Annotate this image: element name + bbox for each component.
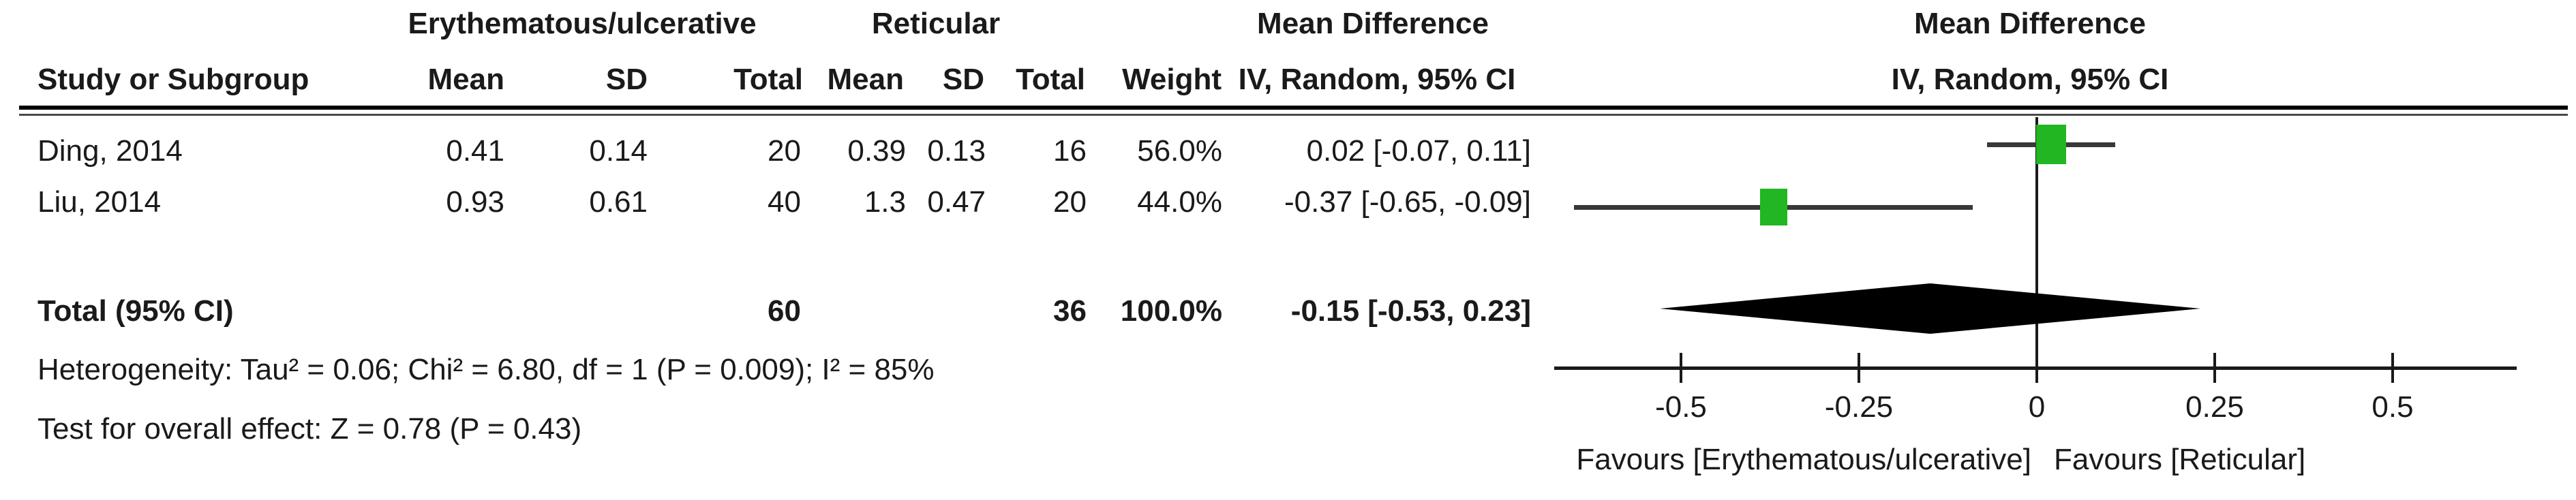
effect-square	[1759, 189, 1787, 225]
total2-value: 16	[1053, 134, 1087, 168]
sd2-value: 0.13	[927, 134, 986, 168]
col-header-sd1: SD	[605, 63, 648, 96]
pooled-effect-diamond	[1659, 283, 2201, 334]
ci-text-subheader: IV, Random, 95% CI	[1238, 63, 1516, 96]
axis-tick	[2035, 353, 2038, 383]
total1-value: 20	[768, 134, 801, 168]
axis-tick-label: 0	[2028, 390, 2046, 424]
total-weight-value: 100.0%	[1120, 294, 1222, 328]
total-label: Total (95% CI)	[37, 294, 234, 328]
md-text-column-header: Mean Difference	[1257, 7, 1489, 40]
overall-effect-line: Test for overall effect: Z = 0.78 (P = 0…	[37, 412, 582, 446]
md-plot-column-header: Mean Difference	[1914, 7, 2146, 40]
col-header-mean1: Mean	[427, 63, 504, 96]
axis-tick-label: -0.5	[1655, 390, 1707, 424]
group2-header: Reticular	[871, 7, 1001, 40]
axis-tick-label: 0.25	[2185, 390, 2244, 424]
ci-plot-subheader: IV, Random, 95% CI	[1891, 63, 2169, 96]
study-label: Ding, 2014	[37, 134, 183, 168]
col-header-weight: Weight	[1122, 63, 1222, 96]
total2-value: 20	[1053, 185, 1087, 219]
group1-header: Erythematous/ulcerative	[408, 7, 757, 40]
heterogeneity-line: Heterogeneity: Tau² = 0.06; Chi² = 6.80,…	[37, 353, 935, 386]
total-total1-value: 60	[768, 294, 801, 328]
sd1-value: 0.14	[589, 134, 648, 168]
zero-reference-line	[2035, 117, 2038, 369]
total-total2-value: 36	[1053, 294, 1087, 328]
col-header-total2: Total	[1016, 63, 1085, 96]
header-rule-top	[19, 106, 2568, 110]
mean2-value: 1.3	[864, 185, 906, 219]
total1-value: 40	[768, 185, 801, 219]
axis-tick	[1858, 353, 1860, 383]
axis-tick	[1680, 353, 1682, 383]
col-header-mean2: Mean	[827, 63, 904, 96]
axis-tick	[2213, 353, 2216, 383]
sd1-value: 0.61	[589, 185, 648, 219]
ci-text: -0.37 [-0.65, -0.09]	[1284, 185, 1531, 219]
col-header-total1: Total	[733, 63, 803, 96]
col-header-sd2: SD	[942, 63, 984, 96]
header-rule-bottom	[19, 114, 2568, 116]
favours-left-label: Favours [Erythematous/ulcerative]	[1576, 443, 2031, 476]
weight-value: 44.0%	[1137, 185, 1222, 219]
col-header-study: Study or Subgroup	[37, 63, 309, 96]
mean2-value: 0.39	[847, 134, 906, 168]
effect-square	[2035, 125, 2066, 164]
ci-text: 0.02 [-0.07, 0.11]	[1306, 134, 1531, 168]
sd2-value: 0.47	[927, 185, 986, 219]
axis-tick-label: 0.5	[2372, 390, 2414, 424]
weight-value: 56.0%	[1137, 134, 1222, 168]
axis-tick	[2391, 353, 2394, 383]
study-label: Liu, 2014	[37, 185, 162, 219]
mean1-value: 0.93	[446, 185, 504, 219]
axis-tick-label: -0.25	[1824, 390, 1894, 424]
mean1-value: 0.41	[446, 134, 504, 168]
favours-right-label: Favours [Reticular]	[2054, 443, 2306, 476]
x-axis	[1554, 366, 2517, 370]
total-ci-text: -0.15 [-0.53, 0.23]	[1290, 294, 1531, 328]
